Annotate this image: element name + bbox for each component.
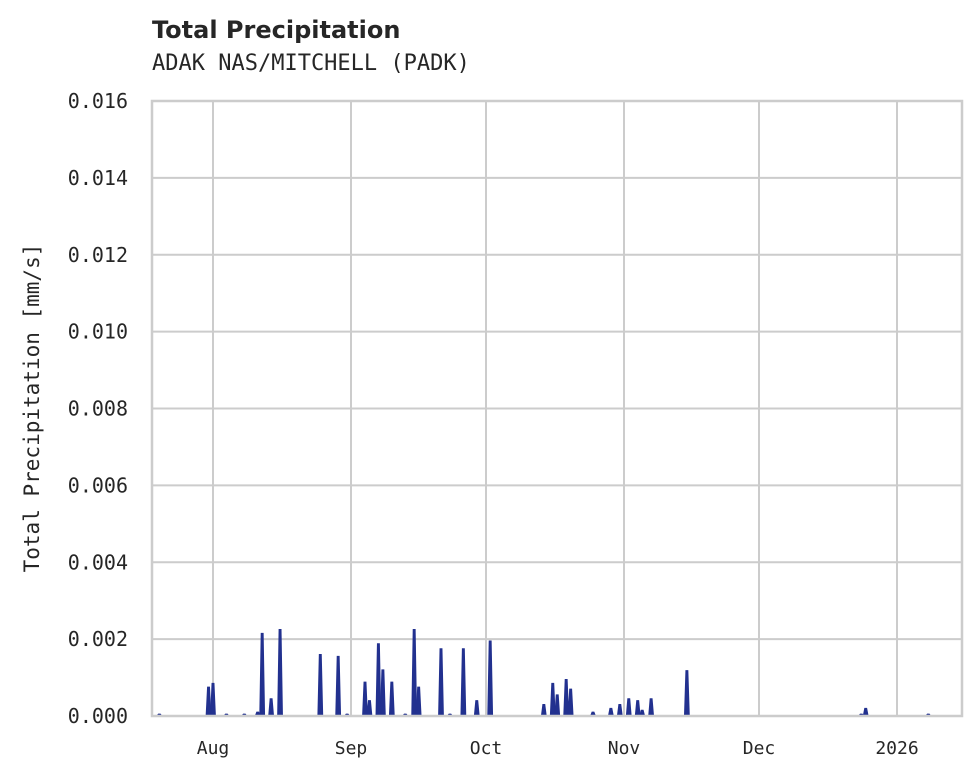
precip-spike <box>634 700 641 717</box>
x-tick-label: Aug <box>197 738 230 759</box>
x-tick-label: Sep <box>335 738 368 759</box>
precip-spike <box>277 629 283 717</box>
y-tick-label: 0.016 <box>68 89 128 113</box>
precipitation-series <box>155 629 932 717</box>
precip-spike <box>616 703 623 717</box>
precip-spike <box>567 688 574 717</box>
precip-spike <box>648 698 655 717</box>
y-axis-ticks: 0.000 0.002 0.004 0.006 0.008 0.010 0.012 0.014… <box>68 89 128 728</box>
y-tick-label: 0.010 <box>68 320 128 344</box>
precip-spike <box>366 700 373 717</box>
y-tick-label: 0.014 <box>68 166 128 190</box>
precip-spike <box>549 682 556 717</box>
precip-spike <box>415 686 422 717</box>
precip-spike <box>487 640 494 717</box>
x-tick-label: Nov <box>608 738 641 759</box>
precip-spike <box>563 678 570 717</box>
x-tick-label: Oct <box>470 738 503 759</box>
precip-spike <box>438 648 444 717</box>
precip-spike <box>335 655 342 717</box>
y-tick-label: 0.006 <box>68 473 128 497</box>
chart-subtitle: ADAK NAS/MITCHELL (PADK) <box>152 51 470 76</box>
x-axis-ticks: Aug Sep Oct Nov Dec 2026 <box>197 738 919 759</box>
precip-spike <box>625 698 632 717</box>
precip-spike <box>411 629 418 717</box>
y-tick-label: 0.012 <box>68 243 128 267</box>
y-tick-label: 0.002 <box>68 627 128 651</box>
precip-spike <box>259 632 266 717</box>
precip-spike <box>317 654 324 717</box>
chart-title: Total Precipitation <box>152 16 401 44</box>
precip-spike <box>268 698 275 717</box>
precip-spike <box>540 703 547 717</box>
precip-spike <box>205 686 212 717</box>
y-tick-label: 0.000 <box>68 704 128 728</box>
precip-spike <box>388 681 395 717</box>
precip-spike <box>379 669 386 717</box>
axes-frame <box>150 99 964 718</box>
precip-spike <box>460 648 467 717</box>
x-tick-label: 2026 <box>875 738 918 759</box>
precip-spike <box>362 681 368 717</box>
precip-spike <box>473 700 480 717</box>
precip-spike <box>683 670 690 717</box>
gridlines <box>152 100 962 717</box>
y-tick-label: 0.008 <box>68 397 128 421</box>
x-tick-label: Dec <box>743 738 776 759</box>
precip-spike <box>375 643 382 717</box>
precip-spike <box>210 682 216 717</box>
precip-spike <box>554 694 561 717</box>
y-tick-label: 0.004 <box>68 550 128 574</box>
